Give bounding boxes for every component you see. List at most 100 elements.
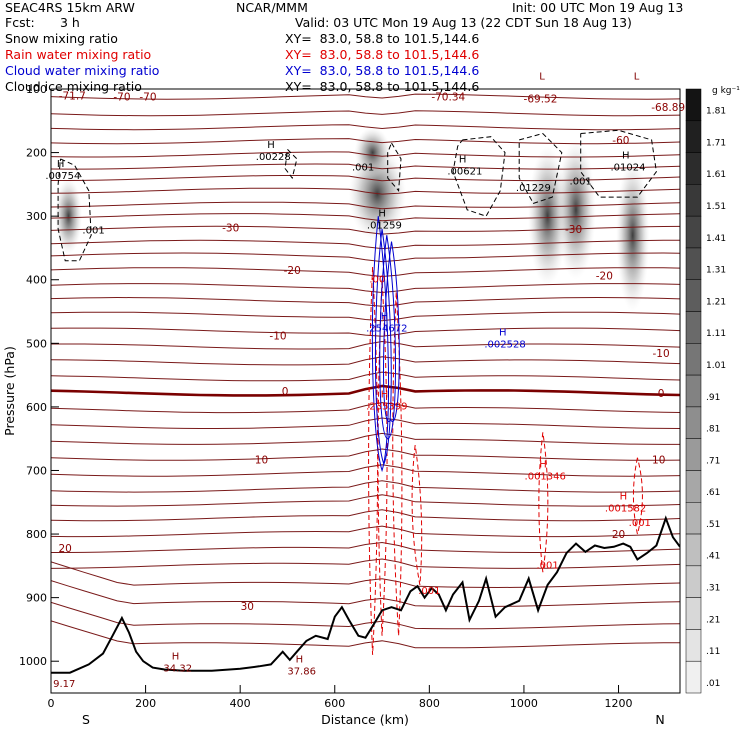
isotherm-8 [51,201,680,210]
extremum-mark-13: H [622,151,630,162]
temperature-label-2: -70 [139,92,156,104]
isotherm-26 [51,464,680,477]
snow-contour-3 [580,129,657,198]
colorbar-label-14: .41 [706,552,720,562]
cloudwater-contour-3 [383,241,400,423]
extremum-label-19: .001582 [605,503,646,514]
isotherm-25 [51,448,680,461]
isotherm-11 [51,239,680,250]
temperature-label-0: -71.7 [59,90,86,102]
snow-shading [54,127,650,312]
colorbar-label-9: .91 [706,393,720,403]
colorbar-swatch-10 [685,406,702,439]
temperature-label-1: -70 [113,92,130,104]
snow-core-5 [354,127,391,179]
colorbar-swatch-3 [685,184,702,217]
north-label: N [655,712,664,727]
colorbar-label-12: .61 [706,488,720,498]
colorbar-label-4: 1.41 [706,234,726,244]
field-cloudice-name: Cloud ice mixing ratio [5,79,142,94]
colorbar-swatch-11 [685,438,702,471]
rain-contour-0 [368,266,379,655]
temperature-label-8: -30 [565,224,582,236]
extremum-mark-5: H [57,159,65,170]
colorbar: 1.81 1.71 1.61 1.51 1.41 1.31 1.21 1.11 1.01 .91.… [685,88,726,694]
colorbar-label-11: .71 [706,456,720,466]
extremum-label-5: .00754 [45,171,80,182]
extremum-label-14: .254672 [366,323,407,334]
isotherm-13 [51,267,680,278]
temperature-label-10: -20 [596,270,613,282]
colorbar-swatch-0 [685,88,702,122]
snow-core-2 [556,139,596,280]
y-tick-label-4: 500 [26,337,47,350]
extremum-mark-15: H [499,327,507,338]
extremum-mark-1: L [634,72,640,83]
isotherm-15 [51,296,680,307]
field-snow-name: Snow mixing ratio [5,31,118,46]
colorbar-label-15: .31 [706,584,720,594]
field-cloudwater-xy: XY= 83.0, 58.8 to 101.5,144.6 [285,63,480,78]
x-tick-label-6: 1200 [605,697,633,710]
rain-contour-2 [392,292,403,636]
isotherm-5 [51,163,680,170]
temperature-contours [51,93,680,649]
extremum-mark-10: H [459,154,467,165]
isotherm-36 [51,620,680,649]
isotherm-24 [51,432,680,445]
colorbar-swatch-16 [685,597,702,630]
y-tick-label-5: 600 [26,401,47,414]
temperature-label-7: -30 [222,223,239,235]
fcst-value: 3 h [60,15,80,30]
colorbar-label-13: .51 [706,520,720,530]
isotherm-4 [51,151,680,158]
extremum-mark-18: H [539,460,547,471]
isotherm-14 [51,283,680,294]
y-tick-label-7: 800 [26,528,47,541]
y-tick-label-9: 1000 [19,655,47,668]
rain-contour-4 [538,432,549,573]
isotherm-22 [51,402,680,414]
colorbar-swatch-14 [685,533,702,567]
temperature-label-5: -68.89 [651,102,685,114]
isotherm-27 [51,480,680,493]
extremum-label-8: .001 [352,163,374,174]
temperature-label-13: 0 [282,386,289,398]
extremum-label-10: .00621 [447,166,482,177]
isotherm-19 [51,356,680,366]
colorbar-label-2: 1.61 [706,170,726,180]
isotherm-18 [51,340,680,350]
terrain-profile [51,515,680,674]
extremum-label-2: 34.32 [163,664,192,675]
plot-frame [50,88,681,694]
isotherm-23 [51,417,680,429]
temperature-label-12: -10 [653,348,670,360]
isotherm-6 [51,175,680,182]
temperature-label-4: -69.52 [524,94,558,106]
extremum-label-21: .001 [536,561,558,572]
colorbar-label-6: 1.21 [706,297,726,307]
y-tick-label-8: 900 [26,592,47,605]
colorbar-swatch-7 [685,311,702,344]
isotherm-29 [51,509,680,522]
field-cloudice-xy: XY= 83.0, 58.8 to 101.5,144.6 [285,79,480,94]
isotherm-31 [51,541,680,553]
colorbar-label-16: .21 [706,615,720,625]
cloudwater-contour-0 [371,216,390,473]
rain-contour-1 [377,279,388,636]
hydrometeor-contours [57,129,657,655]
isotherm-30 [51,525,680,538]
extremum-mark-0: L [539,72,545,83]
colorbar-swatch-15 [685,565,702,598]
temperature-label-3: -70.34 [431,92,465,104]
snow-contour-5 [387,142,402,192]
colorbar-label-18: .01 [706,679,720,689]
snow-contour-0 [57,158,92,262]
isotherm-7 [51,187,680,195]
org-label: NCAR/MMM [236,0,308,15]
colorbar-swatch-9 [685,374,702,408]
rain-contour-3 [411,444,423,586]
isotherm-17 [51,327,680,337]
extremum-label-4: 9.17 [53,679,75,690]
